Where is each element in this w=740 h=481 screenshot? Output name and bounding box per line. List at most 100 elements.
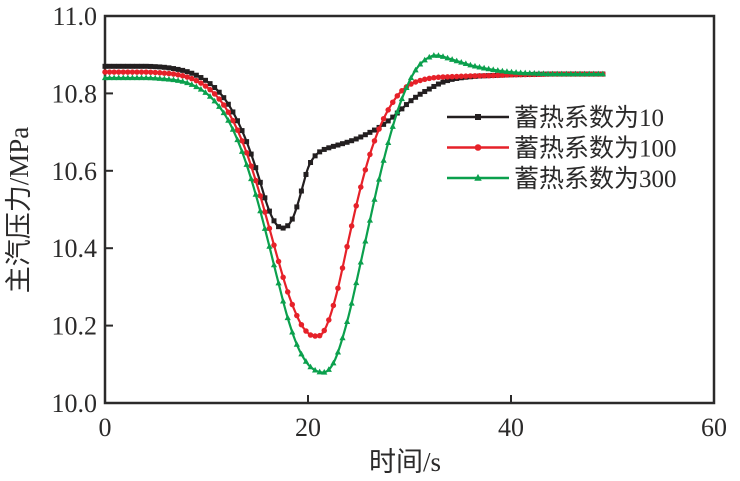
x-tick-label: 20 [295,413,321,442]
tick-labels-group: 0 20 40 60 10.0 10.2 10.4 10.6 10.8 11.0 [52,2,728,442]
data-point-triangle [581,70,588,77]
data-point-circle [358,184,364,190]
data-point-square [107,63,113,69]
data-point-square [248,151,254,157]
data-point-square [353,136,359,142]
data-point-circle [344,243,350,250]
data-point-square [161,64,167,70]
data-point-square [285,223,291,229]
data-point-square [193,72,199,78]
data-point-square [134,63,140,69]
data-point-triangle [266,243,273,249]
data-point-square [225,101,231,107]
data-point-triangle [184,79,191,86]
data-point-triangle [508,68,515,75]
data-point-triangle [595,70,602,77]
data-point-triangle [549,70,556,77]
data-point-triangle [467,61,474,68]
data-point-circle [225,109,232,115]
data-point-circle [371,138,378,144]
data-point-triangle [170,76,177,83]
data-point-triangle [147,74,154,81]
data-point-circle [380,115,387,122]
data-point-square [139,63,145,69]
data-point-circle [490,72,496,79]
data-point-triangle [481,64,488,71]
data-point-circle [275,258,282,265]
data-point-circle [444,74,451,80]
data-point-circle [399,87,405,94]
data-point-circle [221,102,227,108]
data-point-triangle [407,74,415,81]
data-point-triangle [366,216,374,223]
data-point-square [349,138,355,144]
data-point-circle [303,328,309,334]
data-point-triangle [572,70,579,77]
data-point-circle [239,138,245,144]
data-point-triangle [261,225,268,231]
data-point-triangle [238,148,246,154]
data-point-triangle [563,70,570,77]
data-point-triangle [179,78,186,84]
series-group [101,52,606,375]
data-point-triangle [330,359,337,366]
data-point-triangle [252,191,259,197]
data-point-square [403,102,409,108]
data-point-triangle [449,56,456,62]
data-point-square [431,83,437,89]
data-point-triangle [421,56,428,63]
data-point-triangle [362,237,369,244]
data-point-circle [211,91,218,97]
data-point-square [207,81,213,87]
data-point-square [280,225,286,231]
data-point-circle [467,73,474,79]
data-point-square [413,94,419,100]
data-point-square [180,67,186,73]
data-point-triangle [133,74,141,81]
data-point-triangle [120,74,127,81]
data-point-circle [262,209,268,215]
data-point-circle [367,151,373,158]
data-point-square [111,63,117,69]
data-point-circle [198,80,204,86]
data-point-triangle [558,70,565,77]
data-point-circle [390,99,396,106]
data-point-circle [298,321,305,328]
data-point-triangle [280,297,287,304]
data-point-circle [330,302,337,309]
data-point-triangle [248,175,255,182]
data-point-square [294,204,300,210]
x-axis-title: 时间/s [369,447,441,477]
data-point-triangle [111,74,118,81]
data-point-triangle [430,52,437,58]
data-point-circle [426,75,433,82]
data-point-square [198,75,204,81]
data-point-circle [316,332,323,339]
data-point-square [102,63,108,69]
data-point-triangle [426,53,433,60]
data-point-square [445,78,451,84]
data-point-triangle [462,60,469,67]
data-point-square [184,69,190,75]
data-point-square [289,216,295,222]
data-point-square [271,218,277,224]
data-point-square [440,79,446,85]
data-point-square [166,65,172,71]
data-point-triangle [220,109,227,116]
data-point-square [253,165,259,171]
data-point-square [212,85,218,91]
data-point-circle [463,73,469,79]
data-point-triangle [312,366,319,373]
data-point-square [308,160,314,166]
data-point-circle [495,72,501,79]
x-tick-label: 40 [498,413,524,442]
data-point-square [417,91,423,97]
data-point-triangle [490,66,497,73]
data-point-triangle [284,314,291,321]
data-point-square [362,132,368,138]
data-point-circle [252,177,259,184]
data-point-triangle [412,66,419,73]
data-point-triangle [234,136,241,143]
data-point-triangle [298,350,305,357]
